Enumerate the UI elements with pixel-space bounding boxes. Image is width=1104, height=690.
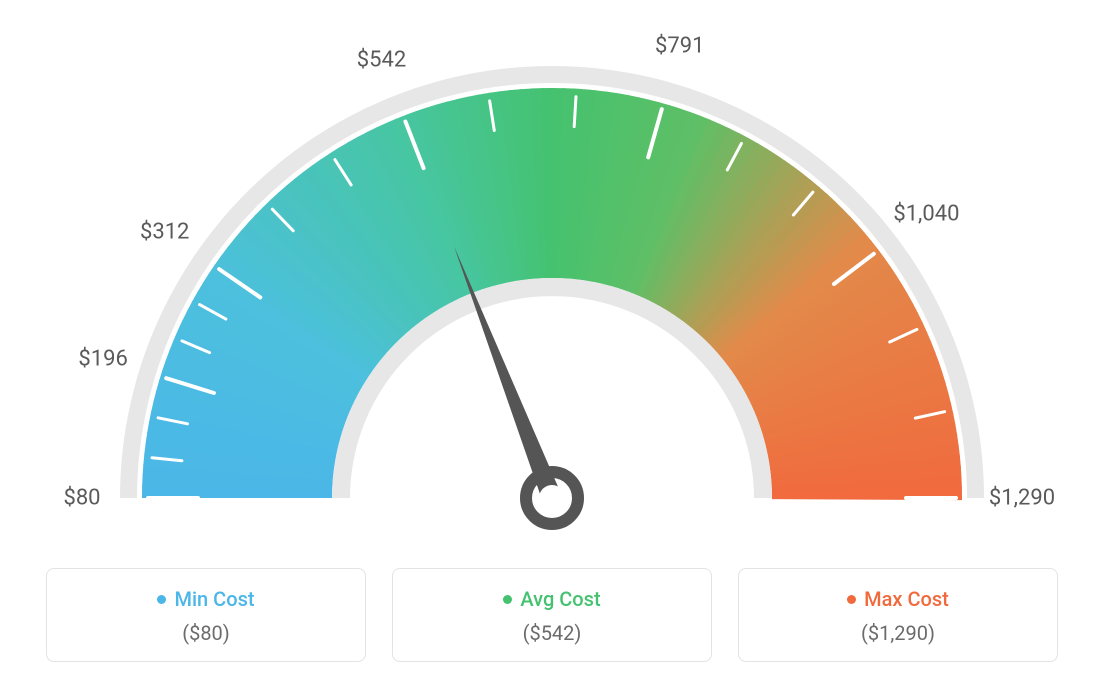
legend-title-avg: Avg Cost — [503, 587, 600, 611]
legend-dot-min — [157, 595, 166, 604]
legend-title-max: Max Cost — [847, 587, 949, 611]
gauge-tick-label: $791 — [655, 33, 704, 58]
gauge-chart: $80 $196 $312 $542 $791 $1,040 $1,290 — [0, 0, 1104, 560]
gauge-tick-label: $312 — [140, 219, 189, 244]
gauge-tick-label: $1,290 — [989, 486, 1055, 511]
legend-value-max: ($1,290) — [749, 621, 1047, 645]
legend-title-min: Min Cost — [157, 587, 254, 611]
legend-dot-max — [847, 595, 856, 604]
legend-card-min: Min Cost ($80) — [46, 568, 366, 662]
legend-label-min: Min Cost — [174, 587, 254, 611]
legend-dot-avg — [503, 595, 512, 604]
legend-card-max: Max Cost ($1,290) — [738, 568, 1058, 662]
gauge-tick-label: $1,040 — [893, 201, 959, 226]
legend-value-min: ($80) — [57, 621, 355, 645]
gauge-svg — [0, 0, 1104, 560]
legend-value-avg: ($542) — [403, 621, 701, 645]
legend-card-avg: Avg Cost ($542) — [392, 568, 712, 662]
gauge-tick-label: $196 — [78, 346, 127, 371]
gauge-tick-label: $80 — [63, 486, 100, 511]
gauge-tick-label: $542 — [357, 48, 406, 73]
legend-row: Min Cost ($80) Avg Cost ($542) Max Cost … — [0, 568, 1104, 662]
legend-label-avg: Avg Cost — [520, 587, 600, 611]
legend-label-max: Max Cost — [864, 587, 949, 611]
